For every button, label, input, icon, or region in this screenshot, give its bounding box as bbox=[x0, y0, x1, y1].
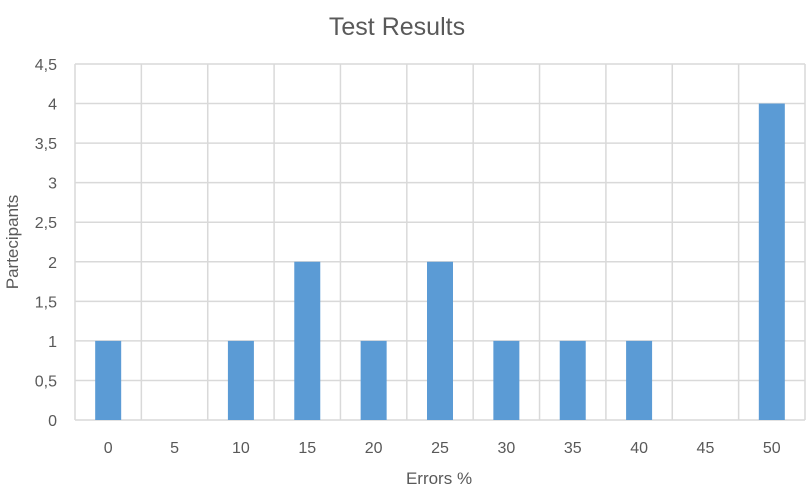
bar bbox=[559, 340, 586, 420]
y-tick-label: 4 bbox=[48, 97, 57, 114]
chart-title: Test Results bbox=[329, 13, 465, 41]
bar bbox=[227, 340, 254, 420]
bar bbox=[294, 261, 321, 420]
x-tick-label: 10 bbox=[232, 440, 250, 457]
x-tick-label: 45 bbox=[697, 440, 715, 457]
y-tick-label: 2,5 bbox=[35, 215, 57, 232]
x-tick-label: 5 bbox=[170, 440, 179, 457]
y-tick-label: 3 bbox=[48, 176, 57, 193]
y-tick-label: 2 bbox=[48, 255, 57, 272]
y-tick-label: 3,5 bbox=[35, 136, 57, 153]
y-axis-label: Partecipants bbox=[3, 195, 22, 290]
y-tick-label: 4,5 bbox=[35, 57, 57, 74]
bar bbox=[626, 340, 653, 420]
x-tick-label: 20 bbox=[365, 440, 383, 457]
gridlines bbox=[74, 63, 806, 421]
x-tick-label: 0 bbox=[104, 440, 113, 457]
x-tick-label: 30 bbox=[497, 440, 515, 457]
bar bbox=[360, 340, 387, 420]
x-tick-label: 15 bbox=[298, 440, 316, 457]
x-tick-label: 40 bbox=[630, 440, 648, 457]
bar bbox=[95, 340, 122, 420]
x-axis-label: Errors % bbox=[406, 469, 472, 488]
bar bbox=[427, 261, 453, 420]
y-tick-label: 0 bbox=[48, 413, 57, 430]
x-tick-label: 35 bbox=[564, 440, 582, 457]
x-axis-ticks: 0 5 10 15 20 25 30 35 40 45 50 bbox=[104, 440, 781, 457]
y-axis-ticks: 0 0,5 1 1,5 2 2,5 3 3,5 4 4,5 bbox=[35, 57, 57, 430]
y-tick-label: 0,5 bbox=[35, 373, 57, 390]
bar bbox=[493, 340, 520, 420]
x-tick-label: 25 bbox=[431, 440, 449, 457]
y-tick-label: 1,5 bbox=[35, 294, 57, 311]
x-tick-label: 50 bbox=[763, 440, 781, 457]
bars bbox=[95, 103, 785, 421]
y-tick-label: 1 bbox=[48, 334, 57, 351]
bar bbox=[758, 103, 785, 421]
